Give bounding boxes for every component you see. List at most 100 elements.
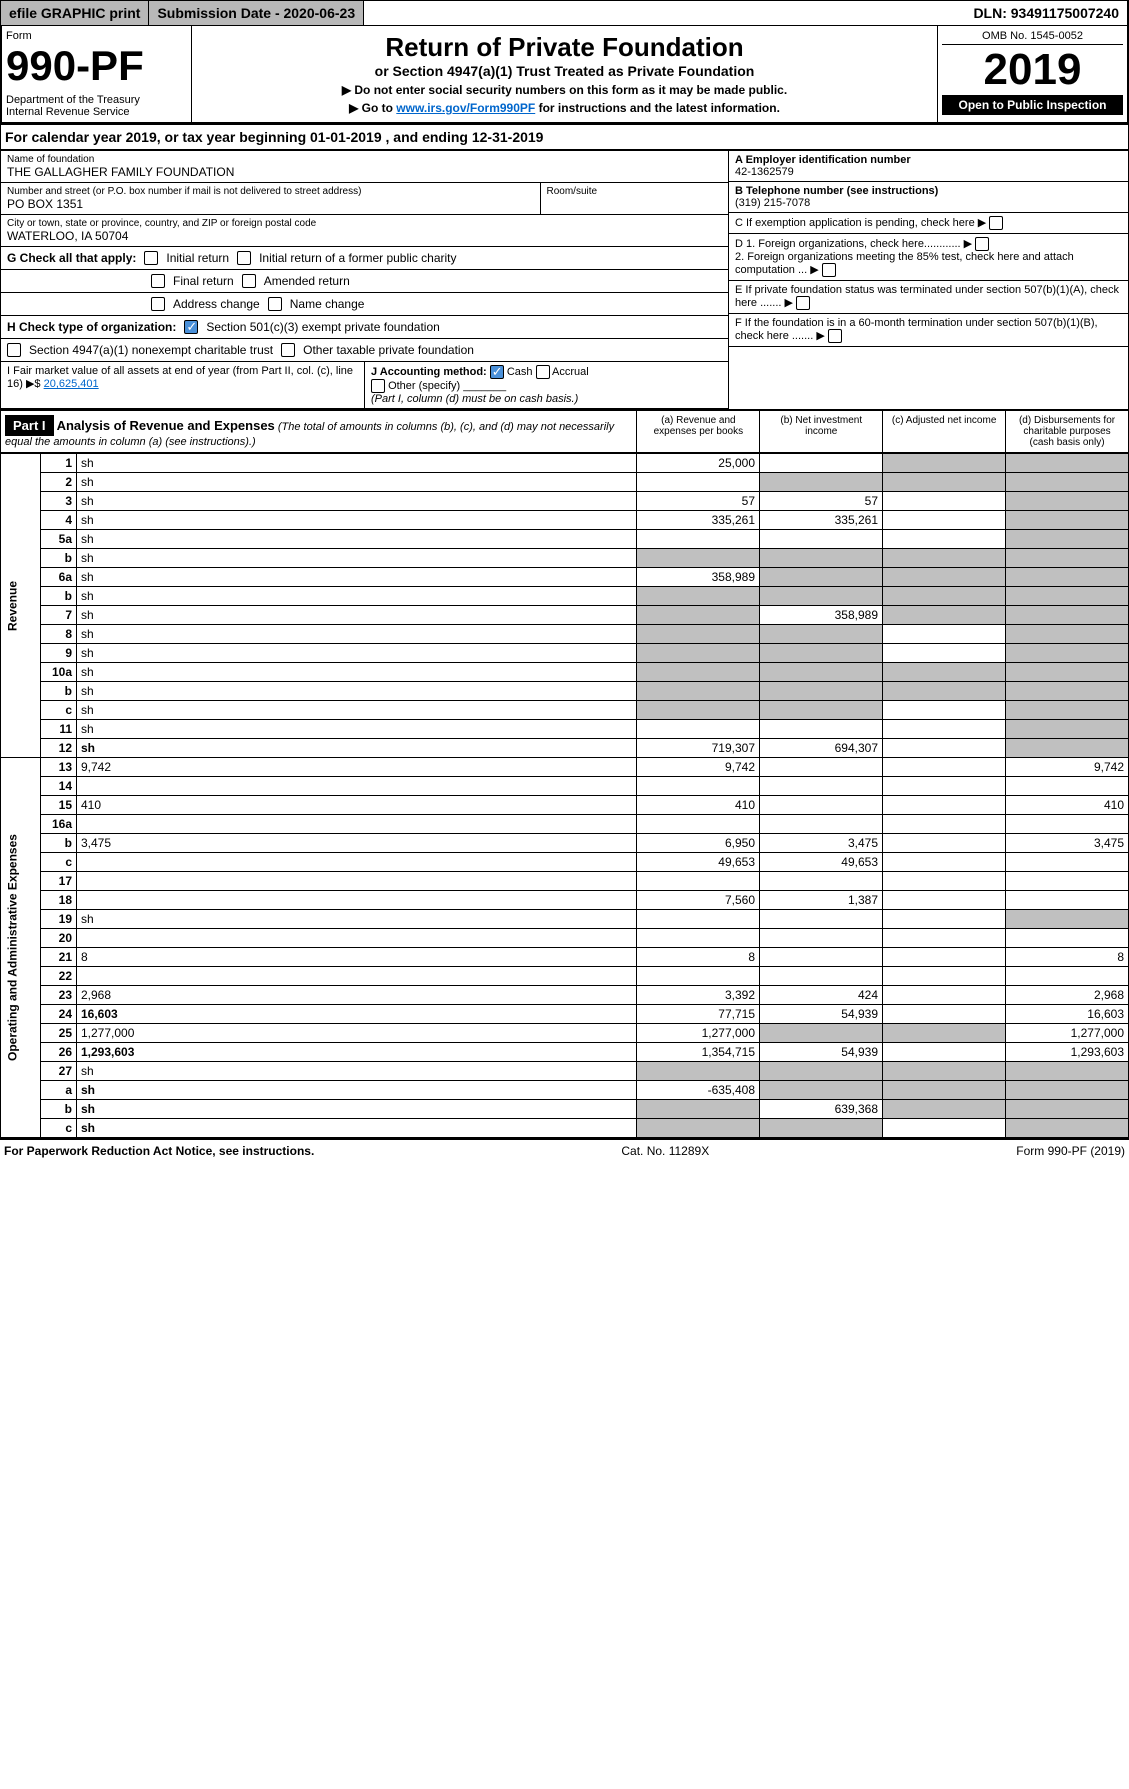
amount-cell	[760, 948, 883, 967]
amount-cell	[637, 929, 760, 948]
row-number: 1	[41, 454, 77, 473]
col-a-head: (a) Revenue and expenses per books	[636, 411, 759, 452]
amount-cell	[760, 1081, 883, 1100]
amount-cell	[760, 701, 883, 720]
amount-cell: 77,715	[637, 1005, 760, 1024]
row-description: sh	[77, 530, 637, 549]
85pct-check[interactable]	[822, 263, 836, 277]
amount-cell	[760, 1062, 883, 1081]
table-row: 17	[1, 872, 1129, 891]
amount-cell: 1,277,000	[637, 1024, 760, 1043]
ein-cell: A Employer identification number 42-1362…	[729, 151, 1128, 182]
fmv-cell: I Fair market value of all assets at end…	[1, 362, 365, 408]
row-number: 14	[41, 777, 77, 796]
amount-cell	[1006, 777, 1129, 796]
city-cell: City or town, state or province, country…	[1, 215, 728, 247]
row-number: 9	[41, 644, 77, 663]
amount-cell: 639,368	[760, 1100, 883, 1119]
tax-year: 2019	[942, 45, 1123, 95]
amount-cell: 2,968	[1006, 986, 1129, 1005]
row-description: 1,277,000	[77, 1024, 637, 1043]
amount-cell	[1006, 701, 1129, 720]
row-number: b	[41, 834, 77, 853]
amount-cell	[1006, 1081, 1129, 1100]
final-return-check[interactable]	[151, 274, 165, 288]
amount-cell	[883, 1005, 1006, 1024]
row-number: 7	[41, 606, 77, 625]
top-bar: efile GRAPHIC print Submission Date - 20…	[0, 0, 1129, 26]
accounting-method: J Accounting method: Cash Accrual Other …	[365, 362, 728, 408]
address-change-check[interactable]	[151, 297, 165, 311]
amount-cell	[883, 777, 1006, 796]
amount-cell	[1006, 511, 1129, 530]
amount-cell	[883, 625, 1006, 644]
row-number: b	[41, 682, 77, 701]
amount-cell	[883, 511, 1006, 530]
row-description: sh	[77, 511, 637, 530]
part1-header: Part I Analysis of Revenue and Expenses …	[0, 410, 1129, 453]
row-description: sh	[77, 663, 637, 682]
4947-check[interactable]	[7, 343, 21, 357]
form-label: Form	[6, 30, 187, 42]
row-description: sh	[77, 1100, 637, 1119]
accrual-check[interactable]	[536, 365, 550, 379]
submission-date: Submission Date - 2020-06-23	[149, 1, 364, 25]
amount-cell	[1006, 682, 1129, 701]
amount-cell	[883, 473, 1006, 492]
row-description: sh	[77, 720, 637, 739]
amount-cell: 8	[637, 948, 760, 967]
g-checks: G Check all that apply: Initial return I…	[1, 247, 728, 270]
table-row: 20	[1, 929, 1129, 948]
amount-cell	[883, 758, 1006, 777]
table-row: 14	[1, 777, 1129, 796]
page-footer: For Paperwork Reduction Act Notice, see …	[0, 1138, 1129, 1162]
row-number: 24	[41, 1005, 77, 1024]
cash-check[interactable]	[490, 365, 504, 379]
amount-cell: 1,354,715	[637, 1043, 760, 1062]
amount-cell	[883, 815, 1006, 834]
table-row: 5ash	[1, 530, 1129, 549]
irs-link[interactable]: www.irs.gov/Form990PF	[396, 101, 535, 115]
row-number: 5a	[41, 530, 77, 549]
foreign-org-check[interactable]	[975, 237, 989, 251]
fmv-value[interactable]: 20,625,401	[44, 378, 99, 390]
row-number: 12	[41, 739, 77, 758]
amount-cell: 335,261	[637, 511, 760, 530]
amount-cell	[883, 454, 1006, 473]
amount-cell	[1006, 910, 1129, 929]
amount-cell	[637, 910, 760, 929]
exemption-check[interactable]	[989, 216, 1003, 230]
501c3-check[interactable]	[184, 320, 198, 334]
name-change-check[interactable]	[268, 297, 282, 311]
60month-check[interactable]	[828, 329, 842, 343]
phone-cell: B Telephone number (see instructions) (3…	[729, 182, 1128, 213]
amount-cell: 49,653	[637, 853, 760, 872]
initial-former-check[interactable]	[237, 251, 251, 265]
amount-cell	[883, 1119, 1006, 1138]
foundation-name-cell: Name of foundation THE GALLAGHER FAMILY …	[1, 151, 728, 183]
table-row: 9sh	[1, 644, 1129, 663]
amount-cell: 3,475	[1006, 834, 1129, 853]
form-number: 990-PF	[6, 42, 187, 90]
form-number-col: Form 990-PF Department of the Treasury I…	[2, 26, 192, 122]
terminated-check[interactable]	[796, 296, 810, 310]
table-row: bsh	[1, 682, 1129, 701]
amount-cell	[760, 967, 883, 986]
row-description	[77, 853, 637, 872]
amount-cell	[883, 891, 1006, 910]
cat-number: Cat. No. 11289X	[621, 1144, 709, 1158]
other-taxable-check[interactable]	[281, 343, 295, 357]
other-method-check[interactable]	[371, 379, 385, 393]
row-description: sh	[77, 454, 637, 473]
row-number: 3	[41, 492, 77, 511]
initial-return-check[interactable]	[144, 251, 158, 265]
part1-table: Revenue1sh25,0002sh3sh57574sh335,261335,…	[0, 453, 1129, 1138]
amount-cell	[1006, 872, 1129, 891]
amended-return-check[interactable]	[242, 274, 256, 288]
amount-cell	[637, 1119, 760, 1138]
amount-cell	[1006, 1119, 1129, 1138]
table-row: 22	[1, 967, 1129, 986]
table-row: 8sh	[1, 625, 1129, 644]
row-description	[77, 967, 637, 986]
row-number: 23	[41, 986, 77, 1005]
